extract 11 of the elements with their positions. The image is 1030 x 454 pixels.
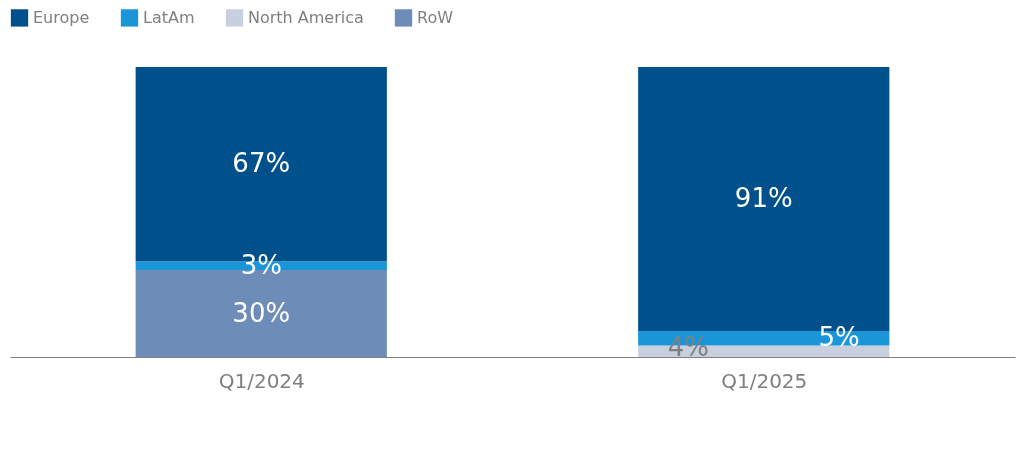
data-label: 3%	[240, 249, 282, 280]
legend-label: North America	[248, 7, 364, 27]
x-tick-label: Q1/2025	[721, 368, 808, 393]
x-tick-label: Q1/2024	[218, 368, 305, 393]
data-label: 30%	[232, 297, 291, 328]
data-label: 91%	[734, 182, 793, 213]
data-label: 5%	[818, 322, 860, 353]
legend-label: RoW	[417, 7, 454, 27]
legend-label: LatAm	[143, 7, 195, 27]
data-label: 67%	[232, 148, 291, 179]
legend-label: Europe	[33, 7, 90, 27]
